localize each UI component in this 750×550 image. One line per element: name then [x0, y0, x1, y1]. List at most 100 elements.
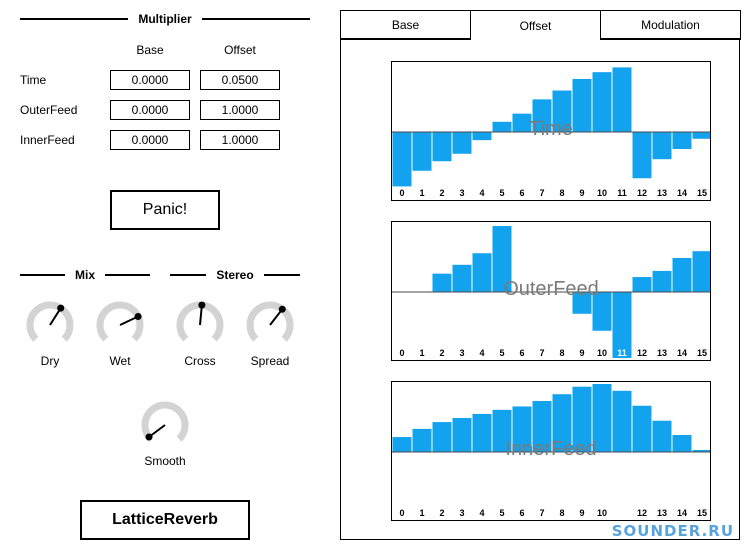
tick-label-1: 1 — [419, 348, 424, 358]
divider — [105, 274, 151, 276]
offset-column-label: Offset — [224, 43, 256, 57]
bar-7 — [532, 99, 552, 132]
bar-6 — [512, 406, 532, 452]
tick-label-15: 15 — [697, 348, 707, 358]
tick-label-3: 3 — [459, 348, 464, 358]
bar-13 — [652, 420, 672, 452]
tick-label-0: 0 — [399, 508, 404, 518]
divider — [201, 18, 310, 20]
time-label: Time — [20, 73, 47, 87]
outerfeed-offset-field[interactable]: 1.0000 — [200, 100, 280, 120]
bar-3 — [452, 418, 472, 452]
tab-base[interactable]: Base — [340, 10, 471, 40]
tick-label-11: 11 — [617, 508, 627, 518]
tick-label-11: 11 — [617, 348, 627, 358]
tick-label-14: 14 — [677, 188, 687, 198]
tick-label-7: 7 — [539, 188, 544, 198]
spread-knob[interactable] — [245, 300, 295, 350]
tick-label-9: 9 — [579, 188, 584, 198]
tick-label-12: 12 — [637, 188, 647, 198]
divider — [20, 274, 65, 276]
tick-label-8: 8 — [559, 348, 564, 358]
tick-label-1: 1 — [419, 188, 424, 198]
bar-1 — [412, 428, 432, 452]
cross-label: Cross — [184, 354, 216, 368]
bar-15 — [692, 132, 710, 139]
knob-tip — [145, 433, 153, 441]
tick-label-5: 5 — [499, 508, 504, 518]
tick-label-14: 14 — [677, 508, 687, 518]
bar-5 — [492, 226, 512, 292]
outerfeed-graph[interactable]: 0 1 2 3 4 5 6 7 8 9 10 11 12 13 14 15 OuterFeed — [391, 221, 711, 361]
knob-tip — [57, 304, 65, 312]
panic-button[interactable]: Panic! — [110, 190, 220, 230]
bar-12 — [632, 277, 652, 292]
tick-label-3: 3 — [459, 188, 464, 198]
tick-label-8: 8 — [559, 508, 564, 518]
tick-label-6: 6 — [519, 348, 524, 358]
bar-3 — [452, 264, 472, 292]
bar-10 — [592, 292, 612, 331]
bar-8 — [552, 394, 572, 452]
bar-10 — [592, 384, 612, 452]
bar-5 — [492, 409, 512, 452]
bar-11 — [612, 292, 632, 358]
tick-label-4: 4 — [479, 508, 484, 518]
tick-label-2: 2 — [439, 508, 444, 518]
bar-12 — [632, 405, 652, 452]
innerfeed-base-field[interactable]: 0.0000 — [110, 130, 190, 150]
mix-title: Mix — [75, 268, 96, 282]
tick-label-10: 10 — [597, 188, 607, 198]
bar-4 — [472, 132, 492, 141]
cross-knob[interactable] — [175, 300, 225, 350]
dry-knob[interactable] — [25, 300, 75, 350]
knob-track — [141, 401, 189, 442]
outerfeed-bars: 0 1 2 3 4 5 6 7 8 9 10 11 12 13 14 15 — [392, 226, 710, 358]
knob-track — [96, 301, 144, 342]
tick-label-5: 5 — [499, 188, 504, 198]
time-graph[interactable]: 0 1 2 3 4 5 6 7 8 9 10 11 12 13 14 15 Time — [391, 61, 711, 201]
wet-knob[interactable] — [95, 300, 145, 350]
tick-label-0: 0 — [399, 348, 404, 358]
multiplier-title: Multiplier — [138, 12, 192, 26]
knob-track — [26, 301, 74, 342]
outerfeed-base-field[interactable]: 0.0000 — [110, 100, 190, 120]
bar-6 — [512, 113, 532, 132]
tick-label-1: 1 — [419, 508, 424, 518]
bar-10 — [592, 72, 612, 132]
time-base-field[interactable]: 0.0000 — [110, 70, 190, 90]
bar-11 — [612, 67, 632, 132]
bar-9 — [572, 78, 592, 132]
knob-tip — [198, 301, 206, 309]
stereo-header: Stereo — [170, 268, 301, 282]
bar-2 — [432, 132, 452, 162]
bar-14 — [672, 132, 692, 149]
innerfeed-offset-field[interactable]: 1.0000 — [200, 130, 280, 150]
smooth-knob[interactable] — [140, 400, 190, 450]
knob-tip — [278, 305, 286, 313]
bar-0 — [392, 132, 412, 187]
innerfeed-graph[interactable]: 0 1 2 3 4 5 6 7 8 9 10 11 12 13 14 15 InnerFeed — [391, 381, 711, 521]
tick-label-10: 10 — [597, 348, 607, 358]
bar-9 — [572, 386, 592, 452]
tick-label-13: 13 — [657, 348, 667, 358]
tab-panel: Base Offset Modulation 0 1 2 3 4 5 6 7 8 9 10 11 12 1… — [340, 10, 741, 540]
bar-14 — [672, 435, 692, 452]
bar-13 — [652, 132, 672, 160]
bar-1 — [412, 132, 432, 171]
mix-header: Mix — [20, 268, 151, 282]
tick-label-12: 12 — [637, 348, 647, 358]
time-offset-field[interactable]: 0.0500 — [200, 70, 280, 90]
multiplier-header: Multiplier — [20, 12, 310, 26]
tick-label-14: 14 — [677, 348, 687, 358]
tick-label-9: 9 — [579, 508, 584, 518]
bar-4 — [472, 253, 492, 292]
plugin-name-button[interactable]: LatticeReverb — [80, 500, 250, 540]
tab-modulation[interactable]: Modulation — [600, 10, 741, 40]
tab-offset[interactable]: Offset — [470, 10, 601, 40]
tick-label-11: 11 — [617, 188, 627, 198]
tick-label-4: 4 — [479, 348, 484, 358]
divider — [170, 274, 207, 276]
tick-label-7: 7 — [539, 508, 544, 518]
innerfeed-label: InnerFeed — [20, 133, 75, 147]
